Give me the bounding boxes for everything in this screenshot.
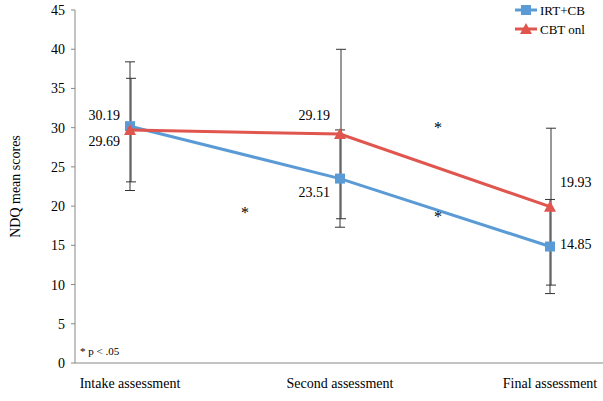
y-tick-label: 45	[51, 3, 65, 18]
data-label: 29.19	[299, 108, 331, 123]
y-tick-label: 40	[51, 42, 65, 57]
data-label: 14.85	[560, 237, 592, 252]
annotation: *	[241, 204, 249, 221]
series-line	[130, 126, 550, 246]
data-label: 23.51	[299, 185, 331, 200]
y-tick-label: 25	[51, 160, 65, 175]
data-label: 19.93	[560, 175, 592, 190]
y-tick-label: 0	[58, 356, 65, 371]
annotation: *	[434, 208, 442, 225]
y-tick	[71, 166, 75, 167]
y-axis-line	[75, 10, 76, 363]
y-tick	[71, 245, 75, 246]
x-axis-line	[75, 363, 603, 364]
legend: IRT+CB CBT onl	[515, 3, 585, 37]
y-tick	[71, 323, 75, 324]
data-label: 29.69	[89, 134, 121, 149]
data-label: 30.19	[89, 108, 121, 123]
legend-label: CBT onl	[540, 22, 585, 37]
y-tick	[71, 206, 75, 207]
y-tick	[71, 49, 75, 50]
y-tick	[71, 284, 75, 285]
series-line	[130, 130, 550, 207]
x-tick-label: Second assessment	[287, 376, 394, 391]
point-marker	[334, 128, 346, 139]
y-tick-label: 20	[51, 199, 65, 214]
legend-label: IRT+CB	[540, 3, 585, 18]
x-tick-label: Intake assessment	[80, 376, 181, 391]
point-marker	[124, 124, 136, 135]
y-tick-label: 30	[51, 121, 65, 136]
annotation: *	[434, 119, 442, 136]
y-tick-label: 15	[51, 238, 65, 253]
legend-marker	[521, 5, 531, 15]
point-marker	[544, 201, 556, 212]
y-tick	[71, 10, 75, 11]
point-marker	[545, 242, 555, 252]
plot-marks	[124, 49, 556, 293]
y-tick	[71, 363, 75, 364]
y-tick-label: 35	[51, 81, 65, 96]
y-tick-label: 10	[51, 278, 65, 293]
y-tick	[71, 127, 75, 128]
footnote: * p < .05	[80, 345, 120, 357]
error-bar	[125, 62, 135, 191]
error-bar	[545, 199, 555, 293]
legend-marker	[520, 23, 532, 34]
y-tick	[71, 88, 75, 89]
error-bar	[335, 130, 345, 227]
y-axis-label: NDQ mean scores	[8, 135, 23, 238]
y-tick-label: 5	[58, 317, 65, 332]
chart: 0 5 10 15 20 25 30 35 40 45 Intake assessment Secon…	[0, 0, 603, 401]
x-tick-label: Final assessment	[503, 376, 598, 391]
point-marker	[335, 174, 345, 184]
